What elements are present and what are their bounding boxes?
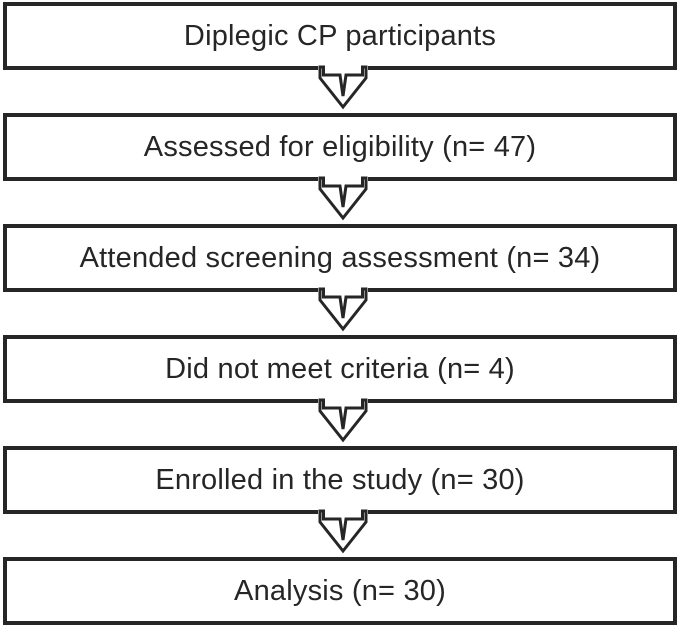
flow-box-label: Analysis (n= 30) — [234, 574, 446, 607]
down-arrow-icon — [317, 176, 368, 221]
flow-box-label: Did not meet criteria (n= 4) — [165, 352, 515, 385]
flow-box-diplegic-cp-participants: Diplegic CP participants — [3, 2, 677, 70]
flow-box-label: Enrolled in the study (n= 30) — [155, 463, 525, 496]
down-arrow-icon — [317, 287, 368, 332]
flow-box-label: Attended screening assessment (n= 34) — [79, 241, 601, 274]
flow-box-did-not-meet-criteria: Did not meet criteria (n= 4) — [3, 335, 677, 403]
connector-row — [0, 287, 685, 335]
connector-row — [0, 398, 685, 446]
flow-box-analysis: Analysis (n= 30) — [3, 557, 677, 625]
down-arrow-icon — [317, 398, 368, 443]
down-arrow-icon — [317, 509, 368, 554]
flow-box-label: Assessed for eligibility (n= 47) — [143, 130, 537, 163]
connector-row — [0, 176, 685, 224]
flow-box-assessed-for-eligibility: Assessed for eligibility (n= 47) — [3, 113, 677, 181]
flow-box-label: Diplegic CP participants — [183, 19, 497, 52]
flow-box-enrolled-in-study: Enrolled in the study (n= 30) — [3, 446, 677, 514]
connector-row — [0, 509, 685, 557]
down-arrow-icon — [317, 65, 368, 110]
flow-box-attended-screening: Attended screening assessment (n= 34) — [3, 224, 677, 292]
connector-row — [0, 65, 685, 113]
